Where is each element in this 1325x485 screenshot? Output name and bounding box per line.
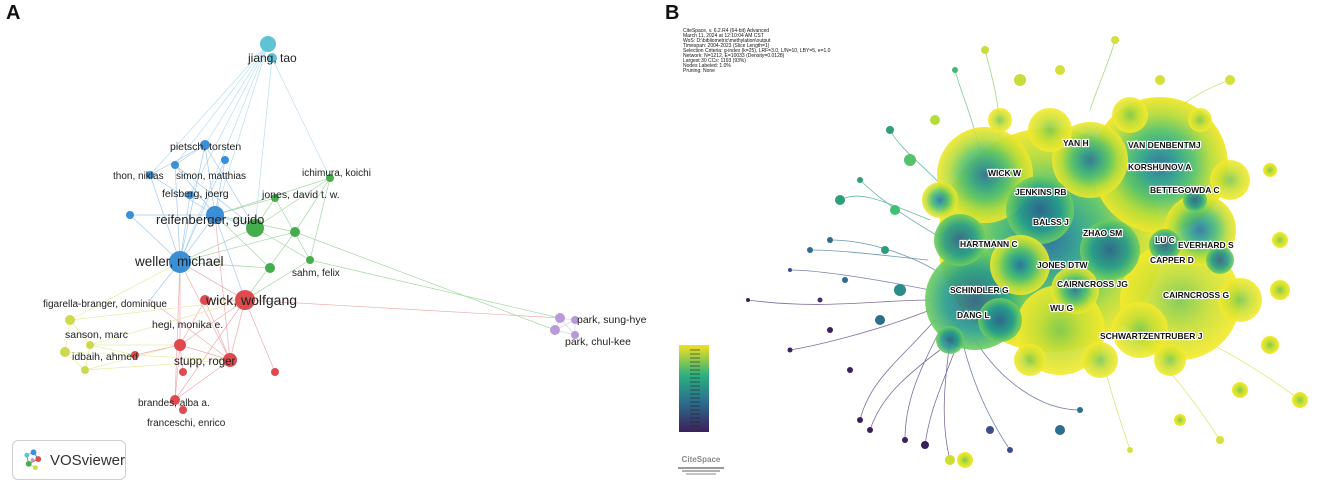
panel-b-letter: B <box>665 2 680 24</box>
info-line-8: Nodes Labeled: 1.0% <box>683 63 731 69</box>
label-capper-d: CAPPER D <box>1150 255 1194 265</box>
node-hegi-monika[interactable] <box>174 339 186 351</box>
label-park-chulkee: park, chul-kee <box>565 336 631 348</box>
label-idbaih-ahmed: idbaih, ahmed <box>72 351 138 363</box>
node-stupp-roger[interactable] <box>223 353 237 367</box>
label-ichimura-koichi: ichimura, koichi <box>302 168 371 179</box>
citespace-logo-icon <box>678 467 724 475</box>
label-lu-c: LU C <box>1155 235 1175 245</box>
label-schindler-g: SCHINDLER G <box>950 285 1009 295</box>
label-franceschi-enrico: franceschi, enrico <box>147 418 226 429</box>
vosviewer-logo-text: VOSviewer <box>49 451 125 469</box>
info-line-7: Largest 30 CCs: 1193 (93%) <box>683 58 746 64</box>
node-red-small[interactable] <box>179 368 187 376</box>
label-schwartzentruber-j: SCHWARTZENTRUBER J <box>1100 331 1203 341</box>
node-green-large[interactable] <box>246 219 264 237</box>
info-line-6: Network: N=1212, E=10033 (Density=0.0128… <box>683 53 785 59</box>
node-idbaih-ahmed[interactable] <box>60 347 70 357</box>
citespace-logo-text: CiteSpace <box>681 455 721 464</box>
vosviewer-logo: VOSviewer <box>12 440 126 480</box>
info-line-5: Selection Criteria: g-index (k=25), LRF=… <box>683 48 831 54</box>
label-thon-niklas: thon, niklas <box>113 171 164 182</box>
node-park-chulkee[interactable] <box>550 325 560 335</box>
info-line-1: CiteSpace, v. 6.2.R4 (64-bit) Advanced <box>683 28 769 34</box>
label-korshunov-a: KORSHUNOV A <box>1128 162 1191 172</box>
info-line-3: WoS: D:\bibliometric\methylation\output <box>683 38 771 44</box>
node-park-sunghye[interactable] <box>555 313 565 323</box>
node-thon-niklas[interactable] <box>146 171 154 179</box>
label-sanson-marc: sanson, marc <box>65 329 128 341</box>
node-sahm-felix[interactable] <box>265 263 275 273</box>
node-figarella[interactable] <box>65 315 75 325</box>
node-purple-4[interactable] <box>571 331 579 339</box>
vos-labels: jiang, tao pietsch, torsten thon, niklas… <box>43 51 647 429</box>
node-jiang-tao-2[interactable] <box>267 53 277 63</box>
node-pietsch-torsten[interactable] <box>200 140 210 150</box>
label-van-denbentmj: VAN DENBENTMJ <box>1128 140 1201 150</box>
node-blue-small[interactable] <box>126 211 134 219</box>
label-jones-dtw: JONES DTW <box>1037 260 1089 270</box>
label-wick-w: WICK W <box>988 168 1022 178</box>
node-simon-matthias[interactable] <box>171 161 179 169</box>
label-stupp-roger: stupp, roger <box>174 356 236 368</box>
node-blue-extra[interactable] <box>221 156 229 164</box>
node-green-mid[interactable] <box>290 227 300 237</box>
label-hartmann-c: HARTMANN C <box>960 239 1018 249</box>
label-yan-h: YAN H <box>1063 138 1089 148</box>
node-yellow-low[interactable] <box>81 366 89 374</box>
label-wu-g: WU G <box>1050 303 1074 313</box>
vos-nodes <box>60 36 579 414</box>
label-zhao-sm: ZHAO SM <box>1083 228 1122 238</box>
node-felsberg-joerg[interactable] <box>186 191 194 199</box>
label-hegi-monika: hegi, monika e. <box>152 319 223 331</box>
vosviewer-logo-icon <box>24 449 42 471</box>
citespace-labels: YAN H VAN DENBENTMJ KORSHUNOV A WICK W B… <box>949 137 1235 342</box>
label-balss-j: BALSS J <box>1033 217 1069 227</box>
node-jones-david[interactable] <box>271 194 279 202</box>
node-idbaih-red[interactable] <box>131 351 139 359</box>
label-weller-michael: weller, michael <box>134 254 224 269</box>
node-jiang-tao-1[interactable] <box>260 36 276 52</box>
node-reifenberger-guido[interactable] <box>206 206 224 224</box>
label-dang-l: DANG L <box>957 310 990 320</box>
node-red-left[interactable] <box>200 295 210 305</box>
citespace-logo: CiteSpace <box>672 455 730 479</box>
info-line-4: Timespan: 2004-2023 (Slice Length=1) <box>683 43 770 49</box>
label-sahm-felix: sahm, felix <box>292 268 340 279</box>
node-purple-2[interactable] <box>571 316 579 324</box>
label-jenkins-rb: JENKINS RB <box>1015 187 1066 197</box>
label-brandes-alba: brandes, alba a. <box>138 398 210 409</box>
citespace-time-legend <box>679 345 709 432</box>
label-wick-wolfgang: wick, wolfgang <box>205 292 297 308</box>
info-line-2: March 11, 2024 at 12:10:04 AM CST <box>683 33 764 39</box>
label-everhard-s: EVERHARD S <box>1178 240 1234 250</box>
vos-edges <box>64 43 576 411</box>
node-brandes-alba[interactable] <box>170 395 180 405</box>
node-franceschi-enrico[interactable] <box>179 406 187 414</box>
label-simon-matthias: simon, matthias <box>176 171 246 182</box>
label-jones-david: jones, david t. w. <box>261 189 340 201</box>
node-green-right[interactable] <box>306 256 314 264</box>
node-ichimura-koichi[interactable] <box>326 174 334 182</box>
label-felsberg-joerg: felsberg, joerg <box>162 188 229 200</box>
node-wick-wolfgang[interactable] <box>235 290 255 310</box>
label-figarella: figarella-branger, dominique <box>43 299 167 310</box>
node-red-right[interactable] <box>271 368 279 376</box>
citespace-info-block: CiteSpace, v. 6.2.R4 (64-bit) Advanced M… <box>683 28 831 74</box>
citespace-peripheral-nodes <box>746 36 1308 468</box>
label-jiang-tao: jiang, tao <box>247 51 297 65</box>
node-sanson-marc[interactable] <box>86 341 94 349</box>
label-park-sunghye: park, sung-hye <box>577 314 647 326</box>
label-pietsch-torsten: pietsch, torsten <box>170 141 241 153</box>
info-line-9: Pruning: None <box>683 68 715 74</box>
label-bettegowda-c: BETTEGOWDA C <box>1150 185 1220 195</box>
panel-a-letter: A <box>6 2 21 24</box>
node-weller-michael[interactable] <box>169 251 191 273</box>
citespace-core-cluster <box>922 97 1262 378</box>
label-cairncross-jg: CAIRNCROSS JG <box>1057 279 1128 289</box>
label-cairncross-g: CAIRNCROSS G <box>1163 290 1230 300</box>
label-reifenberger-guido: reifenberger, guido <box>156 212 264 227</box>
